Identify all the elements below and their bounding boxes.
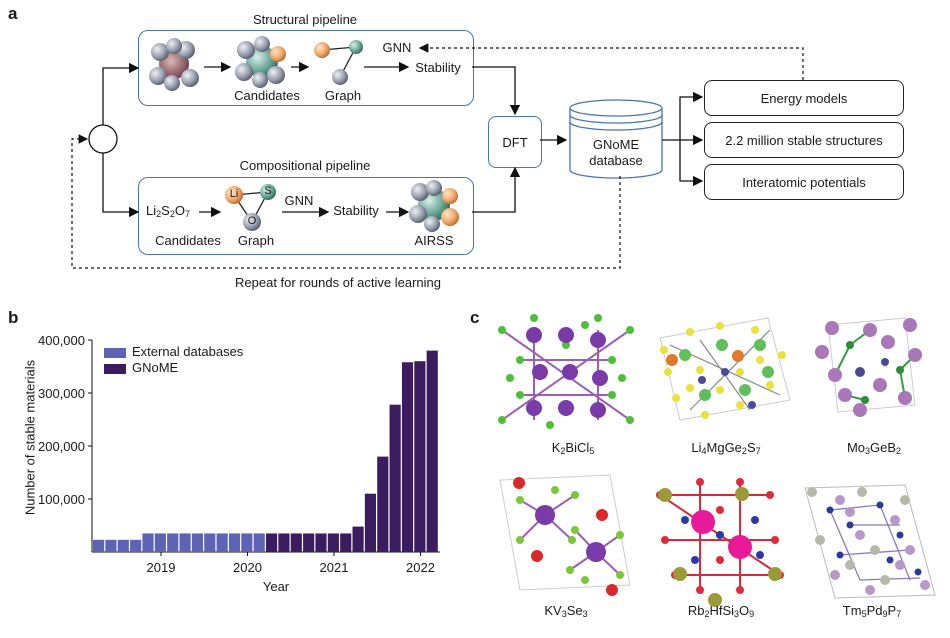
legend-label-external: External databases (132, 344, 244, 359)
airss-structure (409, 180, 459, 232)
structure-kv3se3 (499, 474, 631, 596)
comp-formula-text: Li2S2O7 (146, 203, 190, 219)
structure-li4mgge2s7 (659, 317, 791, 421)
interatomic-potentials-label: Interatomic potentials (742, 174, 866, 190)
formula-k2bicl5: K2BiCl5 (551, 440, 595, 456)
panel-c-letter: c (470, 308, 480, 327)
energy-models-box: Energy models (704, 80, 904, 116)
structural-candidate-structure (235, 36, 286, 88)
atom-li-label: Li (229, 188, 239, 200)
comp-candidates-label: Candidates (155, 233, 221, 248)
formula-tm5pd9p7: Tm5Pd9P7 (842, 603, 902, 619)
structural-stability-label: Stability (415, 60, 461, 75)
bar-external-0 (93, 539, 105, 552)
structural-seed-structure (149, 38, 199, 91)
bar-gnome-17 (303, 533, 315, 552)
y-tick-label: 300,000 (38, 386, 85, 401)
structural-candidates-label: Candidates (234, 88, 300, 103)
bar-gnome-23 (377, 456, 389, 552)
legend-swatch-gnome (104, 364, 126, 374)
formula-li4mgge2s7: Li4MgGe2S7 (691, 440, 761, 456)
structural-graph-icon (314, 40, 363, 85)
bar-external-7 (179, 533, 191, 552)
bar-gnome-18 (315, 533, 327, 552)
bar-gnome-21 (352, 526, 364, 552)
structure-rb2hfsi3o9 (656, 478, 784, 607)
legend-swatch-external (104, 348, 126, 358)
bar-external-9 (204, 533, 216, 552)
bar-external-11 (228, 533, 241, 552)
comp-formula: Li2S2O7 (146, 203, 190, 219)
compositional-pipeline-title: Compositional pipeline (239, 158, 371, 173)
bar-external-1 (105, 539, 117, 552)
y-tick-label: 100,000 (38, 492, 85, 507)
bar-external-3 (130, 539, 142, 552)
comp-airss-label: AIRSS (414, 233, 454, 248)
bar-gnome-20 (340, 533, 352, 552)
dft-box: DFT (488, 116, 542, 168)
x-axis-label: Year (262, 579, 290, 594)
bar-gnome-24 (389, 404, 401, 552)
bar-external-13 (253, 533, 265, 552)
energy-models-label: Energy models (760, 90, 848, 106)
structure-k2bicl5 (498, 314, 634, 429)
atom-o-label: O (247, 215, 257, 227)
bar-gnome-19 (327, 533, 339, 552)
bar-gnome-16 (290, 533, 302, 552)
bar-external-6 (167, 533, 179, 552)
formula-rb2hfsi3o9: Rb2HfSi3O9 (687, 603, 755, 619)
structural-graph-label: Graph (324, 88, 362, 103)
bar-gnome-22 (364, 493, 377, 552)
structural-pipeline-title: Structural pipeline (252, 12, 358, 27)
bar-gnome-26 (414, 361, 426, 552)
bar-external-10 (216, 533, 228, 552)
formula-mo3geb2: Mo3GeB2 (846, 440, 902, 456)
atom-s-label: S (264, 185, 272, 197)
bar-external-8 (191, 533, 204, 552)
comp-gnn-label: GNN (284, 193, 314, 208)
y-tick-label: 200,000 (38, 439, 85, 454)
bar-external-5 (154, 533, 166, 552)
stable-structures-label: 2.2 million stable structures (725, 132, 883, 148)
comp-graph-icon (225, 184, 276, 231)
dft-label: DFT (502, 134, 528, 150)
x-tick-label: 2022 (406, 560, 435, 575)
active-learning-label: Repeat for rounds of active learning (235, 275, 441, 290)
structure-mo3geb2 (815, 317, 922, 417)
y-tick-label: 400,000 (38, 333, 85, 348)
structure-tm5pd9p7 (804, 484, 936, 599)
formula-kv3se3: KV3Se3 (544, 603, 588, 619)
comp-graph-label: Graph (237, 233, 275, 248)
x-tick-label: 2020 (233, 560, 262, 575)
x-tick-label: 2021 (320, 560, 349, 575)
bar-gnome-14 (266, 533, 278, 552)
gnome-database-icon (569, 99, 663, 179)
stable-structures-box: 2.2 million stable structures (704, 122, 904, 158)
panel-b-letter: b (8, 308, 19, 327)
x-tick-label: 2019 (147, 560, 176, 575)
bar-gnome-27 (426, 350, 438, 552)
db-label-line2: database (589, 153, 643, 168)
legend-label-gnome: GNoME (132, 360, 179, 375)
bar-gnome-25 (401, 362, 414, 552)
panel-a-letter: a (8, 4, 18, 23)
structural-gnn-label: GNN (382, 40, 412, 55)
bar-gnome-15 (278, 533, 290, 552)
db-label-line1: GNoME (592, 137, 640, 152)
bar-external-12 (241, 533, 253, 552)
comp-stability-label: Stability (333, 203, 379, 218)
bar-external-4 (142, 533, 154, 552)
interatomic-potentials-box: Interatomic potentials (704, 164, 904, 200)
bar-external-2 (117, 539, 129, 552)
